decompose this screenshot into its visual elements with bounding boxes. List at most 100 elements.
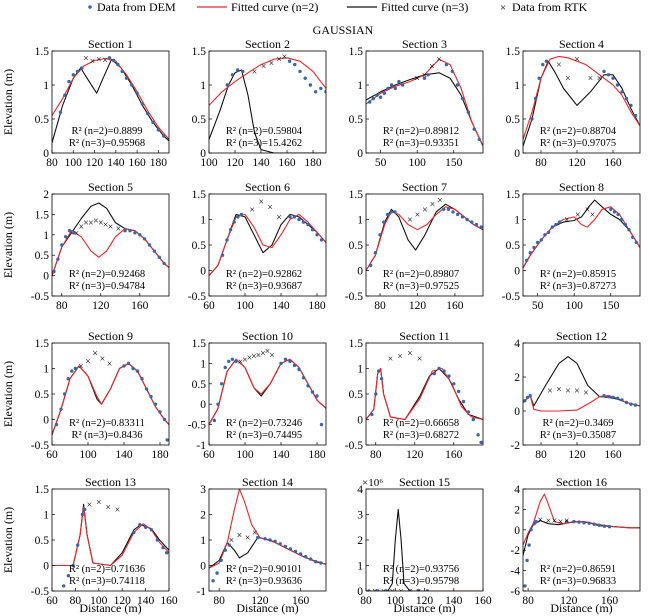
dem-point <box>112 58 116 63</box>
dem-point <box>278 542 282 546</box>
chart-title: Section 3 <box>402 37 447 51</box>
dem-point <box>370 412 374 417</box>
dem-point <box>543 233 547 237</box>
dem-point <box>386 86 390 91</box>
rtk-point: × <box>92 349 98 360</box>
rtk-point: × <box>389 587 395 598</box>
chart-panel: Section 13× × × ×60 80 100 120 140 160-0.500.511… <box>1 475 178 615</box>
dem-point <box>71 231 76 235</box>
dem-point <box>324 90 326 94</box>
dem-point <box>389 83 394 87</box>
r-squared-annotation: R² (n=2)=0.66658 <box>383 418 459 429</box>
y-tick-label: 0.5 <box>349 114 364 126</box>
rtk-point: × <box>269 351 275 362</box>
x-tick-label: 80 <box>70 595 82 607</box>
x-tick-label: 180 <box>304 157 322 169</box>
x-tick-label: 50 <box>375 157 387 169</box>
rtk-point: × <box>83 218 89 229</box>
dem-point <box>393 86 397 91</box>
dem-point <box>615 83 620 87</box>
plot-frame <box>522 488 641 592</box>
dem-point <box>607 525 612 529</box>
plot-area: ×××× <box>366 349 483 445</box>
legend: Data from DEM Fitted curve (n=2) Fitted … <box>88 0 588 14</box>
rtk-point: × <box>388 354 394 365</box>
fit-curve-n2 <box>366 206 483 271</box>
dem-point <box>479 225 483 229</box>
dem-point <box>234 359 238 364</box>
x-tick-label: 100 <box>90 595 108 607</box>
dem-point <box>631 235 635 239</box>
y-axis-label: Elevation (m) <box>1 507 15 573</box>
r-squared-annotation: R² (n=3)=0.95798 <box>383 576 459 587</box>
plot-area: ×××× <box>52 53 169 143</box>
y-tick-label: -0.5 <box>31 440 49 452</box>
dem-point <box>525 258 529 262</box>
dem-point <box>623 222 628 227</box>
rtk-point: × <box>238 357 244 368</box>
plot-area: ×××× <box>52 497 169 588</box>
dem-point <box>220 253 225 257</box>
chart-title: Section 2 <box>245 37 290 51</box>
rtk-point: × <box>115 224 121 235</box>
dem-point <box>442 369 446 373</box>
dem-point <box>376 589 380 591</box>
dem-point <box>442 207 446 211</box>
rtk-point: × <box>100 354 106 365</box>
y-tick-label: 0 <box>200 561 206 573</box>
dem-point <box>374 392 378 396</box>
y-tick-label: -0.5 <box>31 291 49 303</box>
dem-point <box>382 91 386 95</box>
dem-point <box>228 228 233 232</box>
dem-point <box>162 134 166 138</box>
x-tick-label: 150 <box>602 300 620 312</box>
dem-point <box>523 584 527 588</box>
y-tick-label: 0.5 <box>192 379 207 391</box>
y-tick-label: 1.5 <box>349 189 364 201</box>
x-tick-label: 100 <box>409 157 427 169</box>
dem-point <box>544 59 549 63</box>
plot-area: ×××× <box>209 489 326 583</box>
dem-point <box>525 558 529 563</box>
legend-fit3-label: Fitted curve (n=3) <box>381 0 468 14</box>
y-axis-label: Elevation (m) <box>1 361 15 427</box>
dem-point <box>369 263 373 268</box>
y-axis-label: Elevation (m) <box>1 212 15 278</box>
r-squared-annotation: R² (n=2)=0.86591 <box>540 564 616 575</box>
y-tick-label: -0.5 <box>345 291 363 303</box>
fit-curve-n2 <box>209 213 326 276</box>
dem-point <box>56 257 60 261</box>
dem-point <box>602 524 607 528</box>
dem-point <box>219 558 223 563</box>
fit-curve-n3 <box>209 358 326 425</box>
rtk-point: × <box>381 587 387 598</box>
r-squared-annotation: R² (n=2)=0.93756 <box>383 564 459 575</box>
rtk-point: × <box>429 62 435 73</box>
dem-point <box>59 407 63 411</box>
chart-panel: Section 7× × × × ×80 120 160-0.500.511.5R² (n=… <box>345 180 484 312</box>
y-tick-label: 0.5 <box>192 240 207 252</box>
chart-panel: Section 15×10⁶× × × × × ×80 100 120 140 16001234R… <box>357 475 492 615</box>
r-squared-annotation: R² (n=2)=0.71636 <box>69 564 145 575</box>
dem-point <box>597 523 601 527</box>
dem-point <box>227 359 231 364</box>
dem-point <box>620 90 624 94</box>
dem-point <box>215 571 219 575</box>
dem-point <box>602 394 606 398</box>
y-tick-label: 1.5 <box>35 46 50 58</box>
dem-point <box>63 93 67 97</box>
x-tick-label: 140 <box>252 157 270 169</box>
dem-point <box>620 217 624 222</box>
dem-point <box>382 220 386 224</box>
y-tick-label: 0 <box>43 415 49 427</box>
dem-point <box>144 387 149 391</box>
rtk-point: × <box>258 197 264 208</box>
dem-point <box>408 589 412 591</box>
dem-point <box>529 528 533 532</box>
y-tick-label: 0.5 <box>349 240 364 252</box>
chart-title: Section 13 <box>85 475 136 489</box>
dem-point <box>319 422 324 427</box>
y-exponent-label: ×10⁶ <box>362 477 383 489</box>
rtk-point: × <box>102 55 108 66</box>
dem-point <box>315 394 319 398</box>
